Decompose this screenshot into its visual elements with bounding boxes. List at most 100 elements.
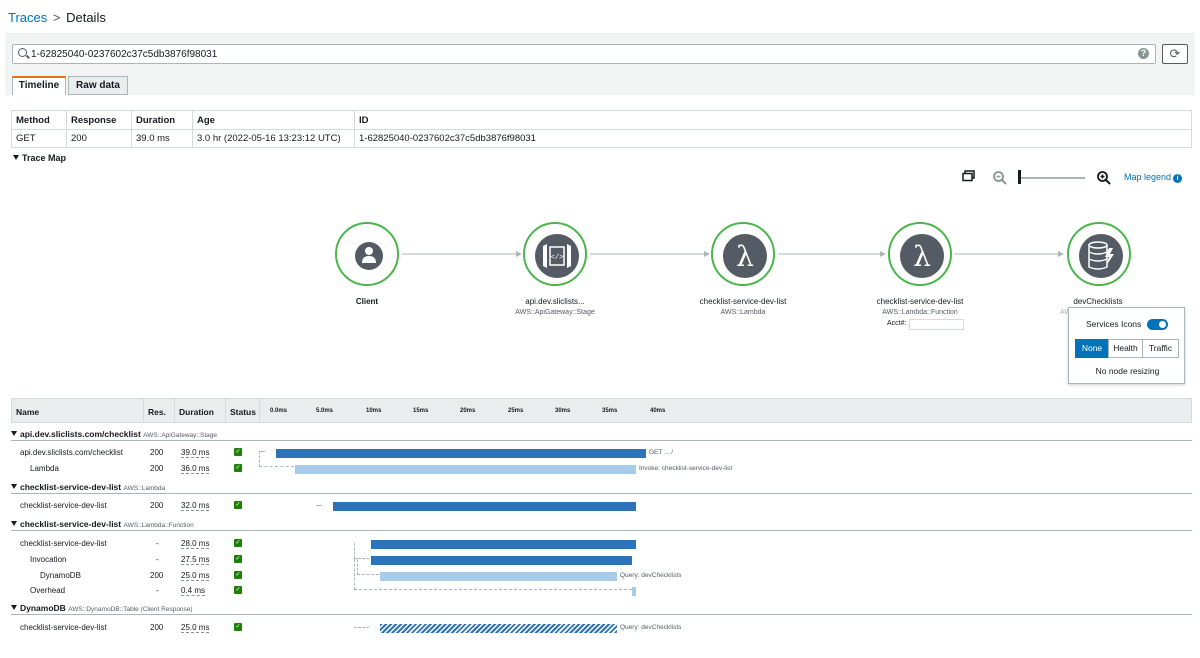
caret-down-icon [11, 431, 17, 436]
node-type: AWS::Lambda::Function [882, 309, 958, 316]
lambda-node[interactable]: λ [711, 222, 775, 286]
trace-id-input[interactable] [31, 46, 1131, 62]
segment-response: 200 [150, 448, 164, 457]
group-type: AWS::Lambda::Function [123, 522, 194, 529]
tab-raw-data[interactable]: Raw data [68, 76, 128, 95]
segment-bar[interactable] [333, 502, 636, 511]
node-type: AWS::ApiGateway::Stage [515, 309, 595, 316]
zoom-in-icon[interactable] [1096, 170, 1112, 186]
segment-duration[interactable]: 28.0 ms [181, 539, 210, 549]
timeline-tick: 40ms [650, 408, 666, 414]
trace-map-toggle[interactable]: Trace Map [13, 153, 66, 163]
zoom-slider-track[interactable] [1019, 177, 1085, 179]
display-options-popup: Services Icons None Health Traffic No no… [1068, 307, 1185, 384]
segment-bar-label: Query: devChecklists [620, 624, 682, 631]
timeline-tick: 0.0ms [270, 408, 288, 414]
caret-down-icon [13, 155, 19, 160]
resize-health-button[interactable]: Health [1108, 339, 1143, 358]
status-ok-icon: ✓ [234, 571, 242, 579]
segment-name: checklist-service-dev-list [20, 501, 107, 510]
timeline-row[interactable]: checklist-service-dev-list 200 32.0 ms ✓ [11, 499, 1192, 513]
column-divider [259, 399, 260, 423]
account-field [909, 319, 964, 330]
refresh-icon: ⟳ [1169, 46, 1181, 61]
segment-bar[interactable] [380, 624, 617, 633]
lambda-icon: λ [900, 234, 944, 278]
map-legend-link[interactable]: Map legend i [1124, 172, 1183, 183]
status-ok-icon: ✓ [234, 464, 242, 472]
svg-text:</>: </> [551, 254, 564, 262]
services-icons-toggle[interactable] [1147, 319, 1168, 330]
segment-bar[interactable] [295, 465, 636, 474]
timeline-row[interactable]: checklist-service-dev-list 200 25.0 ms ✓… [11, 621, 1192, 635]
segment-duration[interactable]: 0.4 ms [181, 586, 206, 596]
client-node[interactable] [335, 222, 399, 286]
resize-traffic-button[interactable]: Traffic [1142, 339, 1179, 358]
timeline-row[interactable]: Lambda 200 36.0 ms ✓ Invoke: checklist-s… [11, 462, 1192, 476]
breadcrumb-current: Details [66, 10, 106, 25]
segment-group-header[interactable]: checklist-service-dev-list AWS::Lambda [11, 482, 1192, 494]
segment-duration[interactable]: 27.5 ms [181, 555, 210, 565]
api-gateway-node[interactable]: </> [523, 222, 587, 286]
connector-line [354, 543, 369, 559]
timeline-row[interactable]: Invocation - 27.5 ms ✓ [11, 553, 1192, 567]
segment-bar[interactable] [371, 556, 632, 565]
segment-group-header[interactable]: api.dev.sliclists.com/checklist AWS::Api… [11, 429, 1192, 441]
lambda-icon: λ [723, 234, 767, 278]
column-header-name[interactable]: Name [16, 407, 40, 417]
segment-duration[interactable]: 32.0 ms [181, 501, 210, 511]
timeline-tick: 10ms [366, 408, 382, 414]
summary-age: 3.0 hr (2022-05-16 13:23:12 UTC) [192, 129, 355, 148]
connector-line [354, 627, 369, 628]
column-header-duration[interactable]: Duration [179, 407, 214, 417]
segment-duration[interactable]: 25.0 ms [181, 623, 210, 633]
trace-map-edges [402, 251, 1064, 257]
trace-map-title: Trace Map [22, 153, 67, 163]
timeline-row[interactable]: checklist-service-dev-list - 28.0 ms ✓ [11, 537, 1192, 551]
segment-name: DynamoDB [40, 571, 81, 580]
segment-response: 200 [150, 501, 164, 510]
segment-duration[interactable]: 25.0 ms [181, 571, 210, 581]
segment-bar[interactable] [632, 587, 636, 596]
segment-duration[interactable]: 39.0 ms [181, 448, 210, 458]
segment-group-header[interactable]: checklist-service-dev-list AWS::Lambda::… [11, 519, 1192, 531]
column-header-status[interactable]: Status [230, 407, 256, 417]
timeline-row[interactable]: DynamoDB 200 25.0 ms ✓ Query: devCheckli… [11, 569, 1192, 583]
segment-response: 200 [150, 571, 164, 580]
lambda-function-node[interactable]: λ [888, 222, 952, 286]
help-icon[interactable]: ? [1138, 48, 1149, 59]
map-legend-label: Map legend [1124, 172, 1172, 182]
segment-name: checklist-service-dev-list [20, 539, 107, 548]
timeline-tick: 35ms [602, 408, 618, 414]
node-type: AWS::Lambda [720, 309, 766, 316]
zoom-out-icon[interactable] [992, 170, 1008, 186]
segment-name: Invocation [30, 555, 67, 564]
group-type: AWS::ApiGateway::Stage [143, 432, 217, 439]
segment-duration[interactable]: 36.0 ms [181, 464, 210, 474]
resize-none-button[interactable]: None [1075, 339, 1109, 358]
timeline-tick: 5.0ms [316, 408, 334, 414]
timeline-row[interactable]: Overhead - 0.4 ms ✓ [11, 584, 1192, 598]
segment-group-header[interactable]: DynamoDB AWS::DynamoDB::Table (Client Re… [11, 603, 1192, 615]
column-divider [143, 399, 144, 423]
trace-search-box[interactable]: ? [12, 44, 1156, 64]
fit-to-screen-icon[interactable] [962, 170, 976, 182]
timeline-row[interactable]: api.dev.sliclists.com/checklist 200 39.0… [11, 446, 1192, 460]
segment-bar[interactable] [380, 572, 617, 581]
user-icon [355, 242, 383, 270]
caret-down-icon [11, 484, 17, 489]
segment-name: checklist-service-dev-list [20, 623, 107, 632]
zoom-slider-handle[interactable] [1018, 170, 1021, 184]
search-icon [18, 48, 27, 57]
segment-bar[interactable] [276, 449, 646, 458]
breadcrumb: Traces > Details [8, 10, 106, 25]
segment-bar[interactable] [371, 540, 636, 549]
status-ok-icon: ✓ [234, 555, 242, 563]
dynamodb-node[interactable] [1067, 222, 1131, 286]
timeline-tick: 20ms [460, 408, 476, 414]
column-header-res[interactable]: Res. [148, 407, 166, 417]
tab-timeline[interactable]: Timeline [12, 76, 66, 95]
breadcrumb-traces-link[interactable]: Traces [8, 10, 48, 25]
refresh-button[interactable]: ⟳ [1162, 44, 1188, 64]
timeline-tick: 15ms [413, 408, 429, 414]
